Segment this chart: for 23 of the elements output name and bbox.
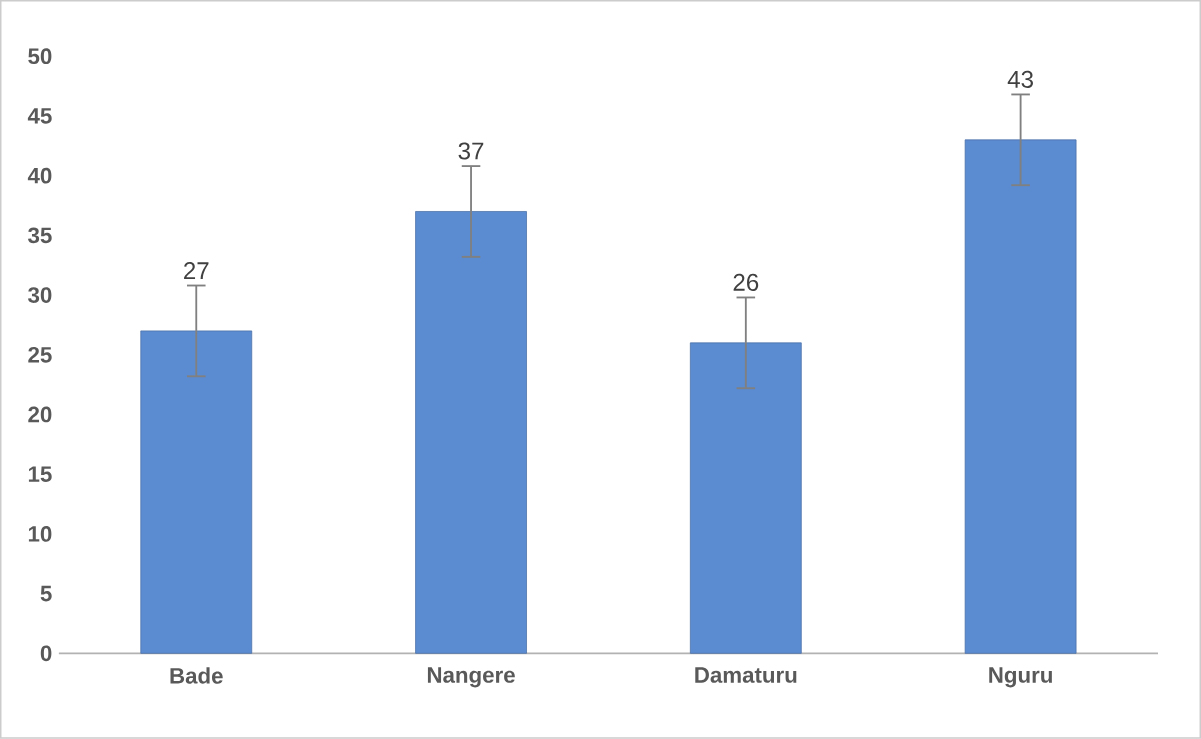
- data-label: 27: [184, 262, 209, 280]
- y-tick-label: 35: [28, 227, 52, 244]
- y-tick-label: 25: [28, 347, 52, 363]
- y-tick-label: 20: [28, 406, 52, 423]
- bar: [140, 330, 253, 654]
- data-label: 26: [733, 273, 759, 292]
- y-tick-label: 30: [28, 287, 52, 304]
- y-tick-label: 40: [27, 167, 52, 184]
- x-tick-label: Nangere: [427, 667, 515, 688]
- x-tick-label: Nguru: [989, 667, 1052, 688]
- x-tick-label: Damaturu: [695, 667, 797, 684]
- y-tick-label: 5: [40, 586, 52, 602]
- y-tick-label: 50: [28, 48, 52, 65]
- y-tick-label: 15: [28, 466, 52, 483]
- data-label: 43: [1007, 70, 1033, 89]
- bar: [415, 211, 527, 654]
- y-tick-label: 10: [28, 526, 52, 542]
- bar: [689, 342, 802, 654]
- bar: [964, 139, 1077, 654]
- data-label: 37: [458, 142, 484, 160]
- y-tick-label: 0: [40, 645, 52, 662]
- y-tick-label: 45: [27, 108, 52, 124]
- x-tick-label: Bade: [170, 667, 223, 684]
